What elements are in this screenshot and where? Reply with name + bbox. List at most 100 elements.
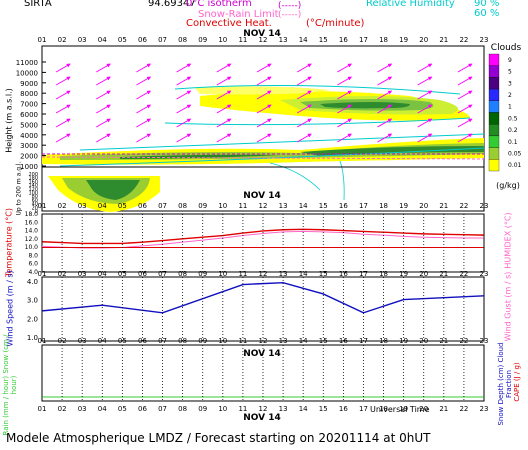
hour-tick-label: 08 xyxy=(178,36,187,44)
hour-tick-label: 12 xyxy=(259,202,268,210)
temp-series-0 xyxy=(41,228,485,245)
wind-arrow xyxy=(337,63,352,73)
hour-tick-label: 03 xyxy=(78,36,87,44)
wind-arrow xyxy=(216,90,232,100)
temperature-axis: 18.016.0 14.012.010.08.0 6.04.0 xyxy=(25,211,39,276)
hour-tick-label: 02 xyxy=(58,202,67,210)
hour-tick-label: 14 xyxy=(299,202,308,210)
wind-axis: 4.0 3.0 2.0 1.0 xyxy=(27,278,38,342)
hour-tick-label: 22 xyxy=(459,36,468,44)
height-tick-label-low: 20 xyxy=(32,205,38,211)
legend-level: 5 xyxy=(508,69,512,76)
hour-tick-label: 06 xyxy=(138,36,147,44)
legend-level: 0.5 xyxy=(508,115,518,122)
wind-arrow xyxy=(337,76,352,86)
hour-gridlines xyxy=(41,214,485,401)
hour-tick-label: 01 xyxy=(38,36,47,44)
hour-tick-label: 10 xyxy=(218,202,227,210)
temp-tick-label: 18.0 xyxy=(25,211,39,218)
hour-tick-label: 22 xyxy=(459,405,468,413)
hour-tick-label: 21 xyxy=(439,405,448,413)
hour-tick-label: 19 xyxy=(399,202,408,210)
hour-tick-label: 16 xyxy=(339,270,348,278)
wind-arrow xyxy=(55,63,71,73)
wind-arrow xyxy=(136,104,152,114)
legend-level: 0.1 xyxy=(508,139,518,146)
wind-arrow xyxy=(96,104,111,114)
wind-arrow xyxy=(96,133,111,143)
hour-tick-label: 17 xyxy=(359,202,368,210)
wind-arrow xyxy=(457,104,473,114)
hour-tick-label: 01 xyxy=(38,270,47,278)
hour-tick-label: 09 xyxy=(198,405,207,413)
hour-tick-label: 04 xyxy=(98,202,107,210)
wind-arrow xyxy=(296,104,312,114)
legend-level: 2 xyxy=(508,92,512,99)
hour-tick-label: 17 xyxy=(359,36,368,44)
hour-tick-label: 23 xyxy=(480,202,489,210)
wind-arrow xyxy=(457,76,473,86)
wind-arrow xyxy=(337,133,352,143)
xlabel: Universal Time xyxy=(370,405,430,414)
hour-tick-label: 17 xyxy=(359,405,368,413)
wind-arrow xyxy=(417,76,433,86)
legend-swatch xyxy=(488,100,500,113)
hour-tick-label: 15 xyxy=(319,36,328,44)
hour-tick-label: 02 xyxy=(58,270,67,278)
wind-arrow xyxy=(256,104,272,114)
convective-label: Convective Heat. xyxy=(186,18,272,29)
wind-arrow xyxy=(296,76,312,86)
hour-tick-label: 16 xyxy=(339,405,348,413)
hour-tick-label: 22 xyxy=(459,202,468,210)
hour-tick-label: 18 xyxy=(379,270,388,278)
wind-arrow xyxy=(296,90,312,100)
hour-tick-label: 10 xyxy=(218,270,227,278)
wind-arrow xyxy=(96,76,111,86)
wind-arrow xyxy=(457,63,473,73)
date-label: NOV 14 xyxy=(243,413,281,423)
snow-rain-symbol: (-----) xyxy=(278,10,302,20)
hour-tick-label: 04 xyxy=(98,36,107,44)
isotherm-symbol: (-----) xyxy=(278,1,302,11)
hour-tick-label: 11 xyxy=(238,36,247,44)
hour-tick-label: 02 xyxy=(58,36,67,44)
hour-tick-label: 08 xyxy=(178,270,187,278)
date-label: NOV 14 xyxy=(243,349,281,359)
hour-tick-label: 10 xyxy=(218,36,227,44)
isotherm-label: 0°C isotherm xyxy=(186,0,252,9)
wind-arrow xyxy=(256,76,272,86)
hour-tick-label: 21 xyxy=(439,270,448,278)
hour-tick-label: 07 xyxy=(158,202,167,210)
height-tick-label-low: 100 xyxy=(28,191,38,197)
hour-tick-label: 05 xyxy=(118,405,127,413)
wind-arrow xyxy=(136,118,152,128)
footer: Modele Atmospherique LMDZ / Forecast sta… xyxy=(6,431,431,445)
wind-arrow xyxy=(457,90,473,100)
wind-arrow xyxy=(256,133,272,143)
wind-arrow xyxy=(417,118,433,128)
hour-tick-label: 12 xyxy=(259,405,268,413)
wind-arrow xyxy=(457,133,473,143)
wind-arrow xyxy=(337,90,352,100)
temp-tick-label: 6.0 xyxy=(28,261,38,268)
hour-tick-label: 19 xyxy=(399,270,408,278)
legend-swatch xyxy=(488,88,500,101)
wind-arrow xyxy=(296,118,312,128)
legend-level: 9 xyxy=(508,57,512,64)
hour-tick-label: 12 xyxy=(259,270,268,278)
coords: 94.69347 xyxy=(148,0,196,9)
legend-level: 0.2 xyxy=(508,127,518,134)
hour-tick-label: 13 xyxy=(279,36,288,44)
hour-tick-label: 07 xyxy=(158,36,167,44)
height-tick-label-low: 160 xyxy=(28,179,38,185)
legend-swatch xyxy=(488,147,500,160)
temp-tick-label: 14.0 xyxy=(25,228,39,235)
clouds-legend: Clouds 9 5 3 2 1 0.5 0.2 0.1 0.05 0.01 (g/kg) xyxy=(488,43,522,190)
height-tick-label-low: 60 xyxy=(32,198,38,204)
legend-level: 1 xyxy=(508,104,512,111)
wind-arrow xyxy=(55,104,71,114)
hour-tick-label: 23 xyxy=(480,405,489,413)
wind-arrow xyxy=(55,118,71,128)
temp-tick-label: 10.0 xyxy=(25,244,39,251)
